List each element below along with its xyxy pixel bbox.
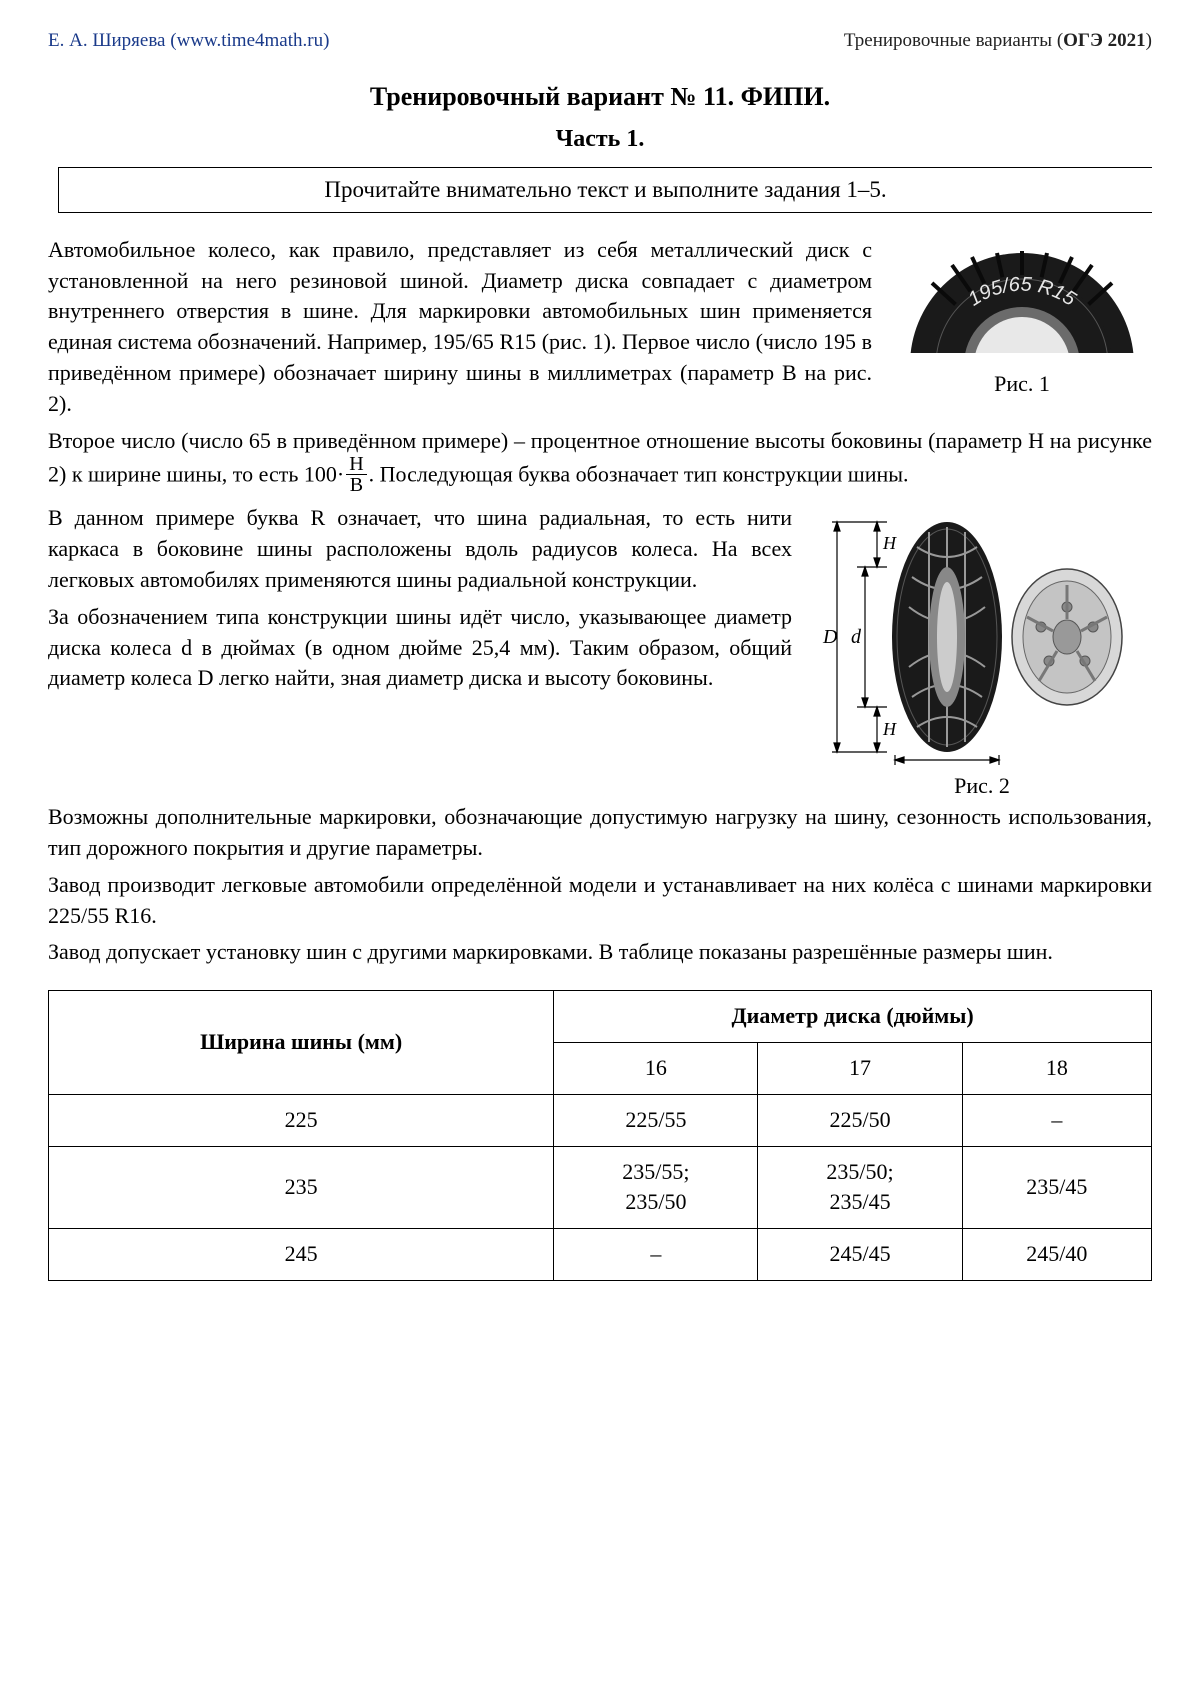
- table-col-18: 18: [962, 1042, 1151, 1094]
- instruction-text: Прочитайте внимательно текст и выполните…: [324, 177, 886, 202]
- section-2: D d H H B: [48, 503, 1152, 802]
- page-subtitle: Часть 1.: [48, 123, 1152, 157]
- page-title: Тренировочный вариант № 11. ФИПИ.: [48, 79, 1152, 115]
- table-col-16: 16: [554, 1042, 758, 1094]
- figure-1: 195/65 R15 Рис. 1: [892, 235, 1152, 400]
- svg-text:D: D: [822, 626, 838, 648]
- figure-2-caption: Рис. 2: [812, 771, 1152, 802]
- table-header-width: Ширина шины (мм): [49, 991, 554, 1095]
- table-row: 225225/55225/50–: [49, 1094, 1152, 1146]
- instruction-box: Прочитайте внимательно текст и выполните…: [58, 167, 1152, 213]
- table-col-17: 17: [758, 1042, 962, 1094]
- svg-text:H: H: [882, 719, 897, 739]
- fraction-hb: HB: [346, 454, 366, 495]
- table-cell-width: 225: [49, 1094, 554, 1146]
- table-cell: –: [962, 1094, 1151, 1146]
- para-5: Возможны дополнительные маркировки, обоз…: [48, 802, 1152, 864]
- table-cell: 245/45: [758, 1229, 962, 1281]
- tire-side-icon: 195/65 R15: [902, 235, 1142, 365]
- para-6: Завод производит легковые автомобили опр…: [48, 870, 1152, 932]
- figure-2: D d H H B: [812, 507, 1152, 802]
- header-series: Тренировочные варианты (ОГЭ 2021): [844, 28, 1152, 55]
- page-header: Е. А. Ширяева (www.time4math.ru) Трениро…: [48, 28, 1152, 55]
- para-2: Второе число (число 65 в приведённом при…: [48, 426, 1152, 498]
- table-cell: 225/55: [554, 1094, 758, 1146]
- table-cell: 235/45: [962, 1146, 1151, 1229]
- figure-1-caption: Рис. 1: [892, 369, 1152, 400]
- svg-text:H: H: [882, 533, 897, 553]
- table-cell: 245/40: [962, 1229, 1151, 1281]
- tire-table: Ширина шины (мм) Диаметр диска (дюймы) 1…: [48, 990, 1152, 1281]
- table-header-diameter: Диаметр диска (дюймы): [554, 991, 1152, 1043]
- table-row: 245–245/45245/40: [49, 1229, 1152, 1281]
- svg-text:d: d: [851, 626, 862, 648]
- table-cell: 235/50; 235/45: [758, 1146, 962, 1229]
- header-author: Е. А. Ширяева (www.time4math.ru): [48, 28, 329, 55]
- table-cell: 225/50: [758, 1094, 962, 1146]
- section-1: 195/65 R15 Рис. 1 Автомобильное колесо, …: [48, 235, 1152, 426]
- table-cell: –: [554, 1229, 758, 1281]
- table-cell-width: 235: [49, 1146, 554, 1229]
- para-7: Завод допускает установку шин с другими …: [48, 937, 1152, 968]
- table-cell-width: 245: [49, 1229, 554, 1281]
- table-cell: 235/55; 235/50: [554, 1146, 758, 1229]
- tire-diagram-icon: D d H H B: [817, 507, 1147, 767]
- svg-text:B: B: [942, 763, 953, 767]
- table-row: 235235/55; 235/50235/50; 235/45235/45: [49, 1146, 1152, 1229]
